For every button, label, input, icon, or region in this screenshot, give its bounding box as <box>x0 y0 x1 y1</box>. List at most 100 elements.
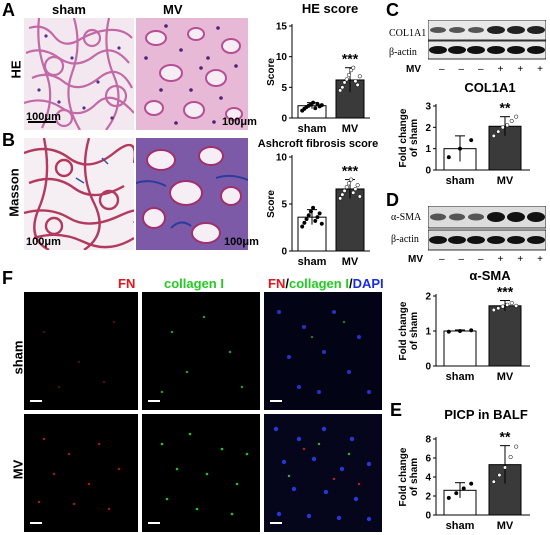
significance-annotation: ** <box>500 100 511 116</box>
data-point <box>500 304 505 309</box>
data-point <box>315 215 320 220</box>
y-tick-label: 6 <box>425 454 431 465</box>
chart-col1a1-fold: COL1A1 Fold change of sham 0 1 2 3 sham MV ** <box>398 80 530 187</box>
y-tick-label: 15 <box>276 22 288 33</box>
fl-sham-fn <box>24 292 138 410</box>
wb-sign: – <box>458 64 465 75</box>
data-point <box>351 190 356 195</box>
data-point <box>346 181 351 186</box>
wb-sign: + <box>537 254 543 265</box>
data-point <box>344 77 349 82</box>
data-point <box>313 106 318 111</box>
x-tick-label: sham <box>446 371 475 383</box>
wb-d-label-actin: β-actin <box>391 234 419 245</box>
data-point <box>457 146 463 151</box>
wb-sign: + <box>517 254 524 265</box>
data-point <box>514 444 519 449</box>
data-point <box>502 465 508 470</box>
significance-annotation: *** <box>342 51 359 67</box>
chart-asma-fold: α-SMA Fold change of sham 0 1 2 sham MV *** <box>398 268 530 383</box>
panel-letter-f: F <box>2 268 13 288</box>
histology-row-he: HE <box>8 60 24 79</box>
chart-title: Ashcroft fibrosis score <box>258 138 378 150</box>
wb-sign: – <box>438 64 445 75</box>
masson-sham-micrograph <box>24 138 134 250</box>
y-axis-label: Fold change <box>398 447 409 506</box>
y-axis-label: Fold change <box>398 108 409 167</box>
data-point <box>496 129 501 134</box>
data-point <box>338 88 343 93</box>
panel-letter-e: E <box>390 400 403 420</box>
data-point <box>338 196 343 201</box>
y-tick-label: 2 <box>425 492 431 503</box>
chart-title: PICP in BALF <box>444 407 528 422</box>
fl-header-merge: FN/collagen I/DAPI <box>268 276 384 291</box>
data-point <box>454 491 459 496</box>
y-tick-label: 0 <box>281 114 287 125</box>
data-point <box>514 303 519 308</box>
histology-row-masson: Masson <box>6 168 22 217</box>
data-point <box>505 123 510 128</box>
data-point <box>357 194 362 199</box>
data-point <box>313 218 318 223</box>
y-tick-label: 10 <box>276 153 288 164</box>
fl-header-collagen-text: collagen I <box>164 276 224 291</box>
data-point <box>317 211 322 216</box>
significance-annotation: ** <box>500 429 511 445</box>
data-point <box>509 300 514 306</box>
data-point <box>351 65 356 70</box>
fl-mv-collagen <box>142 414 260 532</box>
bar-mv <box>488 305 522 367</box>
fl-sham-collagen <box>142 292 260 410</box>
wb-d-mv-signs: – – – + + + <box>432 254 550 265</box>
data-point <box>496 306 501 311</box>
chart-he-score: HE score Score 0 5 10 15 sham MV *** <box>266 1 370 135</box>
fl-merge-sep2: / <box>348 276 353 291</box>
fl-merge-fn: FN <box>268 276 286 291</box>
data-point <box>319 221 324 226</box>
wb-sign: + <box>537 64 543 75</box>
wb-c-blot <box>428 20 546 60</box>
wb-c-mv-signs: – – – + + + <box>432 64 550 75</box>
data-point <box>340 85 345 90</box>
x-tick-label: MV <box>497 520 514 532</box>
y-tick-label: 2 <box>425 123 431 134</box>
wb-sign: + <box>517 64 524 75</box>
fl-mv-merge <box>264 414 382 532</box>
fl-header-fn: FN <box>118 276 135 291</box>
y-tick-label: 5 <box>281 200 287 211</box>
y-tick-label: 5 <box>281 83 287 94</box>
scalebar-label: 100μm <box>224 236 259 248</box>
bar-sham <box>443 330 477 367</box>
wb-c-label-actin: β-actin <box>389 47 417 58</box>
scalebar-he-sham: 100μm <box>26 111 61 123</box>
wb-sign: – <box>478 254 484 265</box>
chart-picp-balf: PICP in BALF Fold change of sham 0 2 4 6 8 sham M… <box>398 407 530 532</box>
fl-header-collagen: collagen I <box>164 276 224 291</box>
data-point <box>306 213 311 218</box>
chart-title: HE score <box>302 1 358 16</box>
y-tick-label: 0 <box>425 362 431 373</box>
data-point <box>505 302 510 307</box>
data-point <box>497 473 502 478</box>
fl-merge-dapi: DAPI <box>352 276 384 291</box>
fl-merge-sep1: / <box>285 276 289 291</box>
data-point <box>342 80 347 85</box>
panel-letter-c: C <box>386 0 399 20</box>
data-point <box>353 186 358 192</box>
wb-d-label-asma: α-SMA <box>391 212 422 223</box>
y-tick-label: 0 <box>425 511 431 522</box>
scalebar-label: 100μm <box>26 111 61 123</box>
data-point <box>491 479 496 484</box>
scalebar-label: 100μm <box>26 236 61 248</box>
data-point <box>469 138 474 143</box>
wb-sign: – <box>478 64 484 75</box>
x-tick-label: MV <box>497 371 514 383</box>
y-tick-label: 10 <box>276 52 288 63</box>
chart-title: α-SMA <box>469 268 511 283</box>
data-point <box>342 188 347 193</box>
data-point <box>508 455 513 460</box>
panel-letter-b: B <box>2 130 15 150</box>
data-point <box>500 125 505 130</box>
data-point <box>461 486 466 491</box>
